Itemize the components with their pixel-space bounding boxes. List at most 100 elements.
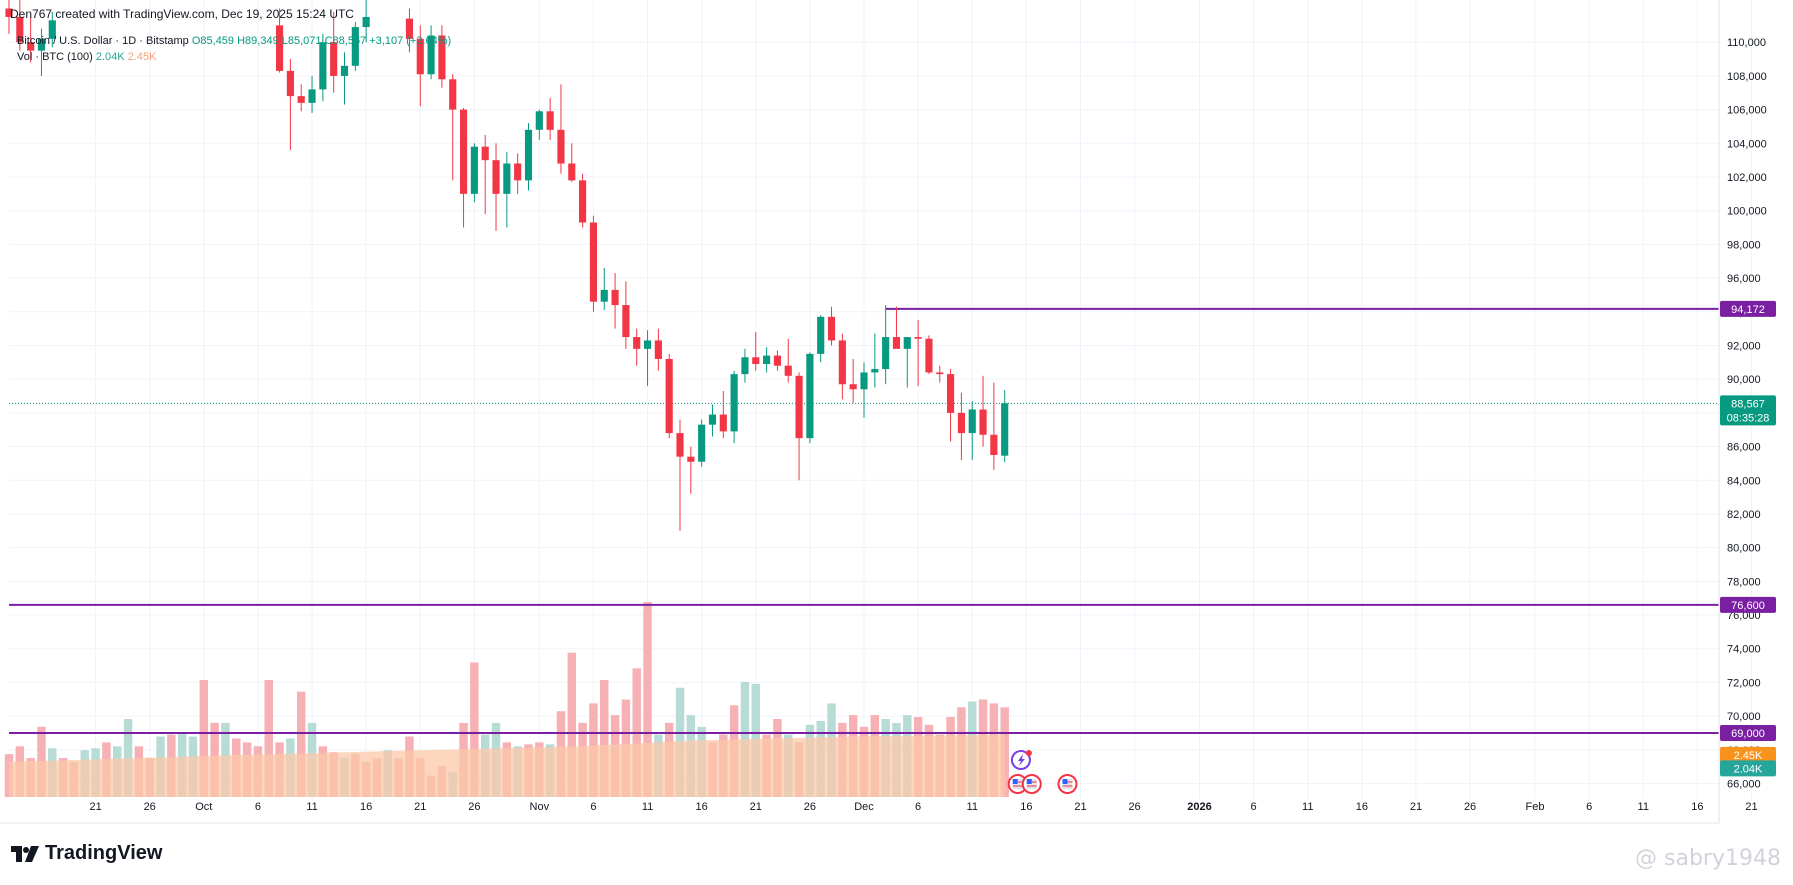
time-tick-label[interactable]: 26 xyxy=(1464,801,1476,813)
price-tick-label[interactable]: 74,000 xyxy=(1727,644,1761,656)
volume-ma-area xyxy=(9,734,1005,797)
ohlc-close: C88,567 xyxy=(324,35,367,47)
time-tick-label[interactable]: 6 xyxy=(1586,801,1592,813)
hline-price-label-text: 69,000 xyxy=(1731,728,1765,740)
time-tick-label[interactable]: 6 xyxy=(915,801,921,813)
price-tick-label[interactable]: 80,000 xyxy=(1727,543,1761,555)
price-tick-label[interactable]: 84,000 xyxy=(1727,475,1761,487)
chart-axes[interactable]: 66,00068,00070,00072,00074,00076,00078,0… xyxy=(0,0,1767,824)
volume-legend: Vol · BTC (100) 2.04K 2.45K xyxy=(17,51,156,63)
candle xyxy=(947,369,955,442)
time-tick-label[interactable]: 21 xyxy=(414,801,426,813)
candle-body xyxy=(1001,403,1009,456)
time-tick-label[interactable]: 21 xyxy=(1410,801,1422,813)
candle xyxy=(622,281,630,349)
price-tick-label[interactable]: 86,000 xyxy=(1727,442,1761,454)
time-tick-label[interactable]: 11 xyxy=(642,801,653,813)
candle xyxy=(308,75,316,113)
candle-body xyxy=(827,316,836,341)
price-tick-label[interactable]: 96,000 xyxy=(1727,273,1761,285)
time-tick-label[interactable]: Feb xyxy=(1526,801,1545,813)
time-tick-label[interactable]: 16 xyxy=(696,801,708,813)
event-icons[interactable] xyxy=(1007,750,1078,794)
time-tick-label[interactable]: 21 xyxy=(750,801,762,813)
time-tick-label[interactable]: Dec xyxy=(854,801,874,813)
candle-body xyxy=(698,424,706,462)
time-tick-label[interactable]: 11 xyxy=(1638,801,1649,813)
candle xyxy=(524,123,533,191)
last-price-label-text: 88,567 xyxy=(1731,398,1765,410)
time-tick-label[interactable]: 6 xyxy=(590,801,596,813)
price-tick-label[interactable]: 66,000 xyxy=(1727,779,1761,791)
price-tick-label[interactable]: 78,000 xyxy=(1727,576,1761,588)
time-tick-label[interactable]: 26 xyxy=(804,801,816,813)
candle-body xyxy=(947,374,955,413)
chart-grid xyxy=(9,0,1752,799)
time-tick-label[interactable]: 16 xyxy=(360,801,372,813)
candlestick-series xyxy=(5,0,1009,531)
candle xyxy=(914,320,922,386)
candle xyxy=(979,375,987,447)
price-tick-label[interactable]: 108,000 xyxy=(1727,71,1767,83)
time-tick-label[interactable]: 26 xyxy=(1128,801,1140,813)
ohlc-low: L85,071 xyxy=(281,35,322,47)
time-tick-label[interactable]: 21 xyxy=(1074,801,1086,813)
symbol-legend: Bitcoin / U.S. Dollar · 1D · Bitstamp O8… xyxy=(17,35,451,47)
time-tick-label[interactable]: 21 xyxy=(89,801,101,813)
time-tick-label[interactable]: 2026 xyxy=(1187,801,1211,813)
price-tick-label[interactable]: 100,000 xyxy=(1727,206,1767,218)
last-price-label-text: 08:35:28 xyxy=(1727,412,1770,424)
time-tick-label[interactable]: 6 xyxy=(1251,801,1257,813)
price-tick-label[interactable]: 98,000 xyxy=(1727,239,1761,251)
price-tick-label[interactable]: 110,000 xyxy=(1727,37,1766,49)
candle xyxy=(936,365,944,383)
price-tick-label[interactable]: 82,000 xyxy=(1727,509,1761,521)
time-tick-label[interactable]: 11 xyxy=(1302,801,1313,813)
candle xyxy=(286,59,294,151)
candle xyxy=(568,143,576,183)
time-tick-label[interactable]: Nov xyxy=(530,801,550,813)
volume-value-a: 2.04K xyxy=(95,51,125,63)
candle-body xyxy=(925,338,933,373)
candle xyxy=(957,392,965,461)
candle-body xyxy=(892,337,901,349)
symbol-title[interactable]: Bitcoin / U.S. Dollar · 1D · Bitstamp xyxy=(17,35,189,47)
volume-bar xyxy=(199,680,209,797)
tradingview-logo-icon xyxy=(11,845,39,862)
price-tick-label[interactable]: 92,000 xyxy=(1727,340,1761,352)
time-tick-label[interactable]: 11 xyxy=(306,801,317,813)
candle-body xyxy=(936,372,944,375)
time-tick-label[interactable]: 11 xyxy=(967,801,978,813)
candle-body xyxy=(957,412,965,434)
price-tick-label[interactable]: 104,000 xyxy=(1727,138,1767,150)
candle-body xyxy=(481,146,489,161)
candle-body xyxy=(979,409,987,435)
volume-bar xyxy=(123,719,133,797)
us-flag-event-icon[interactable] xyxy=(1057,774,1078,794)
time-tick-label[interactable]: 16 xyxy=(1691,801,1703,813)
price-tick-label[interactable]: 76,000 xyxy=(1727,610,1761,622)
candle xyxy=(752,332,760,371)
candle xyxy=(633,328,641,366)
volume-bar xyxy=(296,691,306,797)
candle-body xyxy=(860,372,868,390)
price-tick-label[interactable]: 72,000 xyxy=(1727,677,1761,689)
candle-body xyxy=(849,384,857,390)
us-flag-event-icon[interactable] xyxy=(1021,774,1042,794)
price-tick-label[interactable]: 70,000 xyxy=(1727,711,1761,723)
time-tick-label[interactable]: 16 xyxy=(1020,801,1032,813)
lightning-event-icon[interactable] xyxy=(1010,750,1032,770)
time-tick-label[interactable]: 16 xyxy=(1356,801,1368,813)
time-tick-label[interactable]: 21 xyxy=(1745,801,1757,813)
price-tick-label[interactable]: 90,000 xyxy=(1727,374,1761,386)
price-tick-label[interactable]: 102,000 xyxy=(1727,172,1767,184)
volume-bar xyxy=(567,652,577,797)
tradingview-logo[interactable]: TradingView xyxy=(11,842,162,865)
volume-title[interactable]: Vol · BTC (100) xyxy=(17,51,93,63)
time-tick-label[interactable]: Oct xyxy=(195,801,212,813)
time-tick-label[interactable]: 26 xyxy=(144,801,156,813)
price-tick-label[interactable]: 106,000 xyxy=(1727,105,1767,117)
time-tick-label[interactable]: 6 xyxy=(255,801,261,813)
time-tick-label[interactable]: 26 xyxy=(468,801,480,813)
